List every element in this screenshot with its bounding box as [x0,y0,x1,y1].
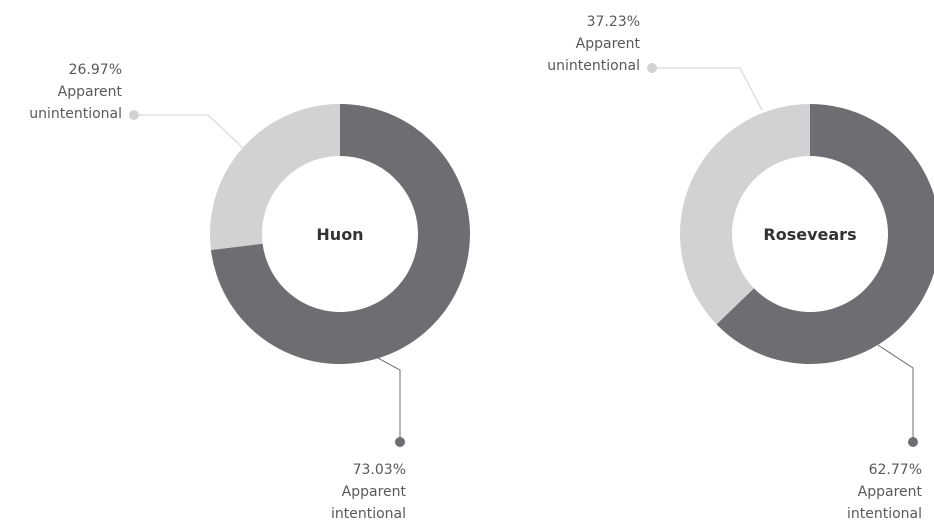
segment-label: 26.97% Apparent unintentional [12,59,122,125]
leader-dot [395,437,405,447]
leader-dot [647,63,657,73]
category-label: Apparent unintentional [29,84,122,122]
leader-line [134,114,244,149]
chart-title: Rosevears [763,225,856,244]
leader-line [652,67,763,111]
donut-segment [209,104,340,251]
donut-segment [210,104,470,364]
leader-dot [908,437,918,447]
leader-dot [129,110,139,120]
value-label: 73.03% [352,462,406,478]
segment-label: 62.77% Apparent intentional [812,459,922,525]
value-label: 62.77% [868,462,922,478]
chart-title: Huon [316,225,363,244]
segment-label: 37.23% Apparent unintentional [530,11,640,77]
category-label: Apparent intentional [330,484,406,522]
value-label: 26.97% [68,62,122,78]
leader-line [377,357,401,442]
segment-label: 73.03% Apparent intentional [296,459,406,525]
value-label: 37.23% [586,14,640,30]
donut-segment [680,103,810,325]
category-label: Apparent intentional [846,484,922,522]
donut-segment [716,104,934,364]
category-label: Apparent unintentional [547,36,640,74]
leader-line [877,344,914,442]
